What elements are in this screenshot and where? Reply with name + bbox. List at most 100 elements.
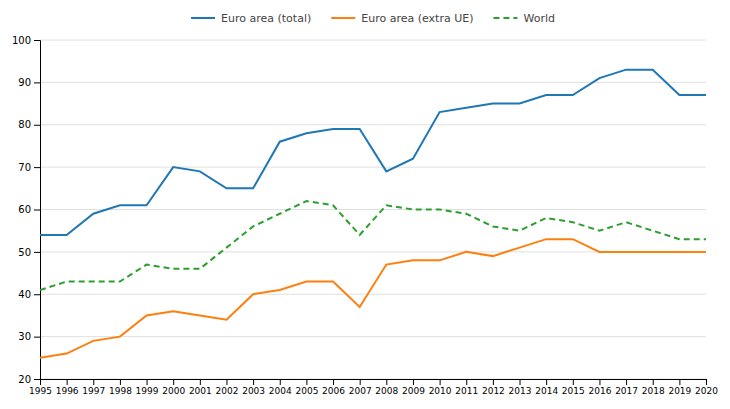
x-tick-label: 2007 [349,386,372,396]
series-line [40,201,706,290]
chart: 1995199619971998199920002001200220032004… [0,0,730,409]
x-tick-label: 1997 [82,386,105,396]
x-tick-label: 2006 [322,386,345,396]
x-tick-label: 2001 [189,386,212,396]
grid-line [40,336,706,337]
x-tick-mark [626,379,627,385]
x-tick-label: 2011 [455,386,478,396]
x-tick: 2010 [429,379,452,396]
x-tick: 2013 [509,379,532,396]
legend-swatch [191,17,215,19]
y-tick: 60 [18,204,40,215]
x-tick: 2014 [535,379,558,396]
x-tick: 1995 [29,379,52,396]
x-tick: 2016 [588,379,611,396]
y-tick-label: 30 [18,331,31,342]
x-tick-label: 2013 [509,386,532,396]
x-tick: 2002 [216,379,239,396]
y-axis-line [34,41,41,380]
x-tick: 1996 [56,379,79,396]
x-tick-mark [546,379,547,385]
x-axis-line [41,380,707,386]
x-tick: 2007 [349,379,372,396]
y-tick-mark [34,40,40,41]
x-tick-mark [67,379,68,385]
x-tick-label: 2012 [482,386,505,396]
x-tick: 2006 [322,379,345,396]
y-tick-mark [34,210,40,211]
x-tick-mark [493,379,494,385]
legend-label: World [523,12,555,25]
grid-line [40,82,706,83]
legend-swatch [331,17,355,19]
y-tick-mark [34,252,40,253]
legend: Euro area (total)Euro area (extra UE)Wor… [191,12,555,25]
x-tick-label: 2008 [375,386,398,396]
y-tick-label: 50 [18,247,31,258]
x-tick-label: 2009 [402,386,425,396]
y-tick: 80 [18,119,40,130]
series-line [40,239,706,358]
legend-item: World [493,12,555,25]
x-tick-mark [386,379,387,385]
x-tick-label: 1996 [56,386,79,396]
x-tick-mark [120,379,121,385]
x-tick: 2004 [269,379,292,396]
grid-line [40,294,706,295]
grid-line [40,209,706,210]
x-tick-mark [520,379,521,385]
y-tick: 90 [18,77,40,88]
x-tick-mark [173,379,174,385]
x-tick-mark [306,379,307,385]
x-tick-label: 2002 [216,386,239,396]
x-tick: 2005 [295,379,318,396]
grid [40,40,706,379]
y-tick: 70 [18,162,40,173]
x-tick-mark [93,379,94,385]
plot: 1995199619971998199920002001200220032004… [12,35,718,397]
x-tick: 2020 [695,379,718,396]
x-tick-mark [333,379,334,385]
x-tick-mark [200,379,201,385]
x-axis: 1995199619971998199920002001200220032004… [29,379,718,396]
x-tick: 2012 [482,379,505,396]
x-tick-mark [226,379,227,385]
y-tick: 50 [18,247,40,258]
y-tick-label: 80 [18,119,31,130]
x-tick: 1997 [82,379,105,396]
x-tick-mark [573,379,574,385]
x-tick: 2001 [189,379,212,396]
y-tick: 30 [18,331,40,342]
y-tick: 40 [18,289,40,300]
x-tick-mark [147,379,148,385]
y-tick-mark [34,379,40,380]
lines [40,70,706,358]
series-line [40,70,706,235]
x-tick: 2009 [402,379,425,396]
x-tick-mark [679,379,680,385]
x-tick-mark [253,379,254,385]
x-tick-label: 2014 [535,386,558,396]
grid-line [40,167,706,168]
x-tick-mark [280,379,281,385]
x-tick-mark [706,379,707,385]
legend-label: Euro area (total) [221,12,311,25]
x-tick-mark [360,379,361,385]
x-tick-label: 2015 [562,386,585,396]
x-tick: 2018 [642,379,665,396]
y-tick: 100 [12,35,40,46]
y-tick-mark [34,337,40,338]
x-tick-label: 2003 [242,386,265,396]
y-tick-label: 70 [18,162,31,173]
y-tick-mark [34,167,40,168]
x-tick: 2008 [375,379,398,396]
x-tick-label: 2000 [162,386,185,396]
x-tick: 1999 [136,379,159,396]
x-tick: 2015 [562,379,585,396]
y-tick-mark [34,82,40,83]
x-tick-mark [413,379,414,385]
y-tick-label: 100 [12,35,31,46]
grid-line [40,124,706,125]
y-tick-label: 40 [18,289,31,300]
x-tick-label: 2004 [269,386,292,396]
